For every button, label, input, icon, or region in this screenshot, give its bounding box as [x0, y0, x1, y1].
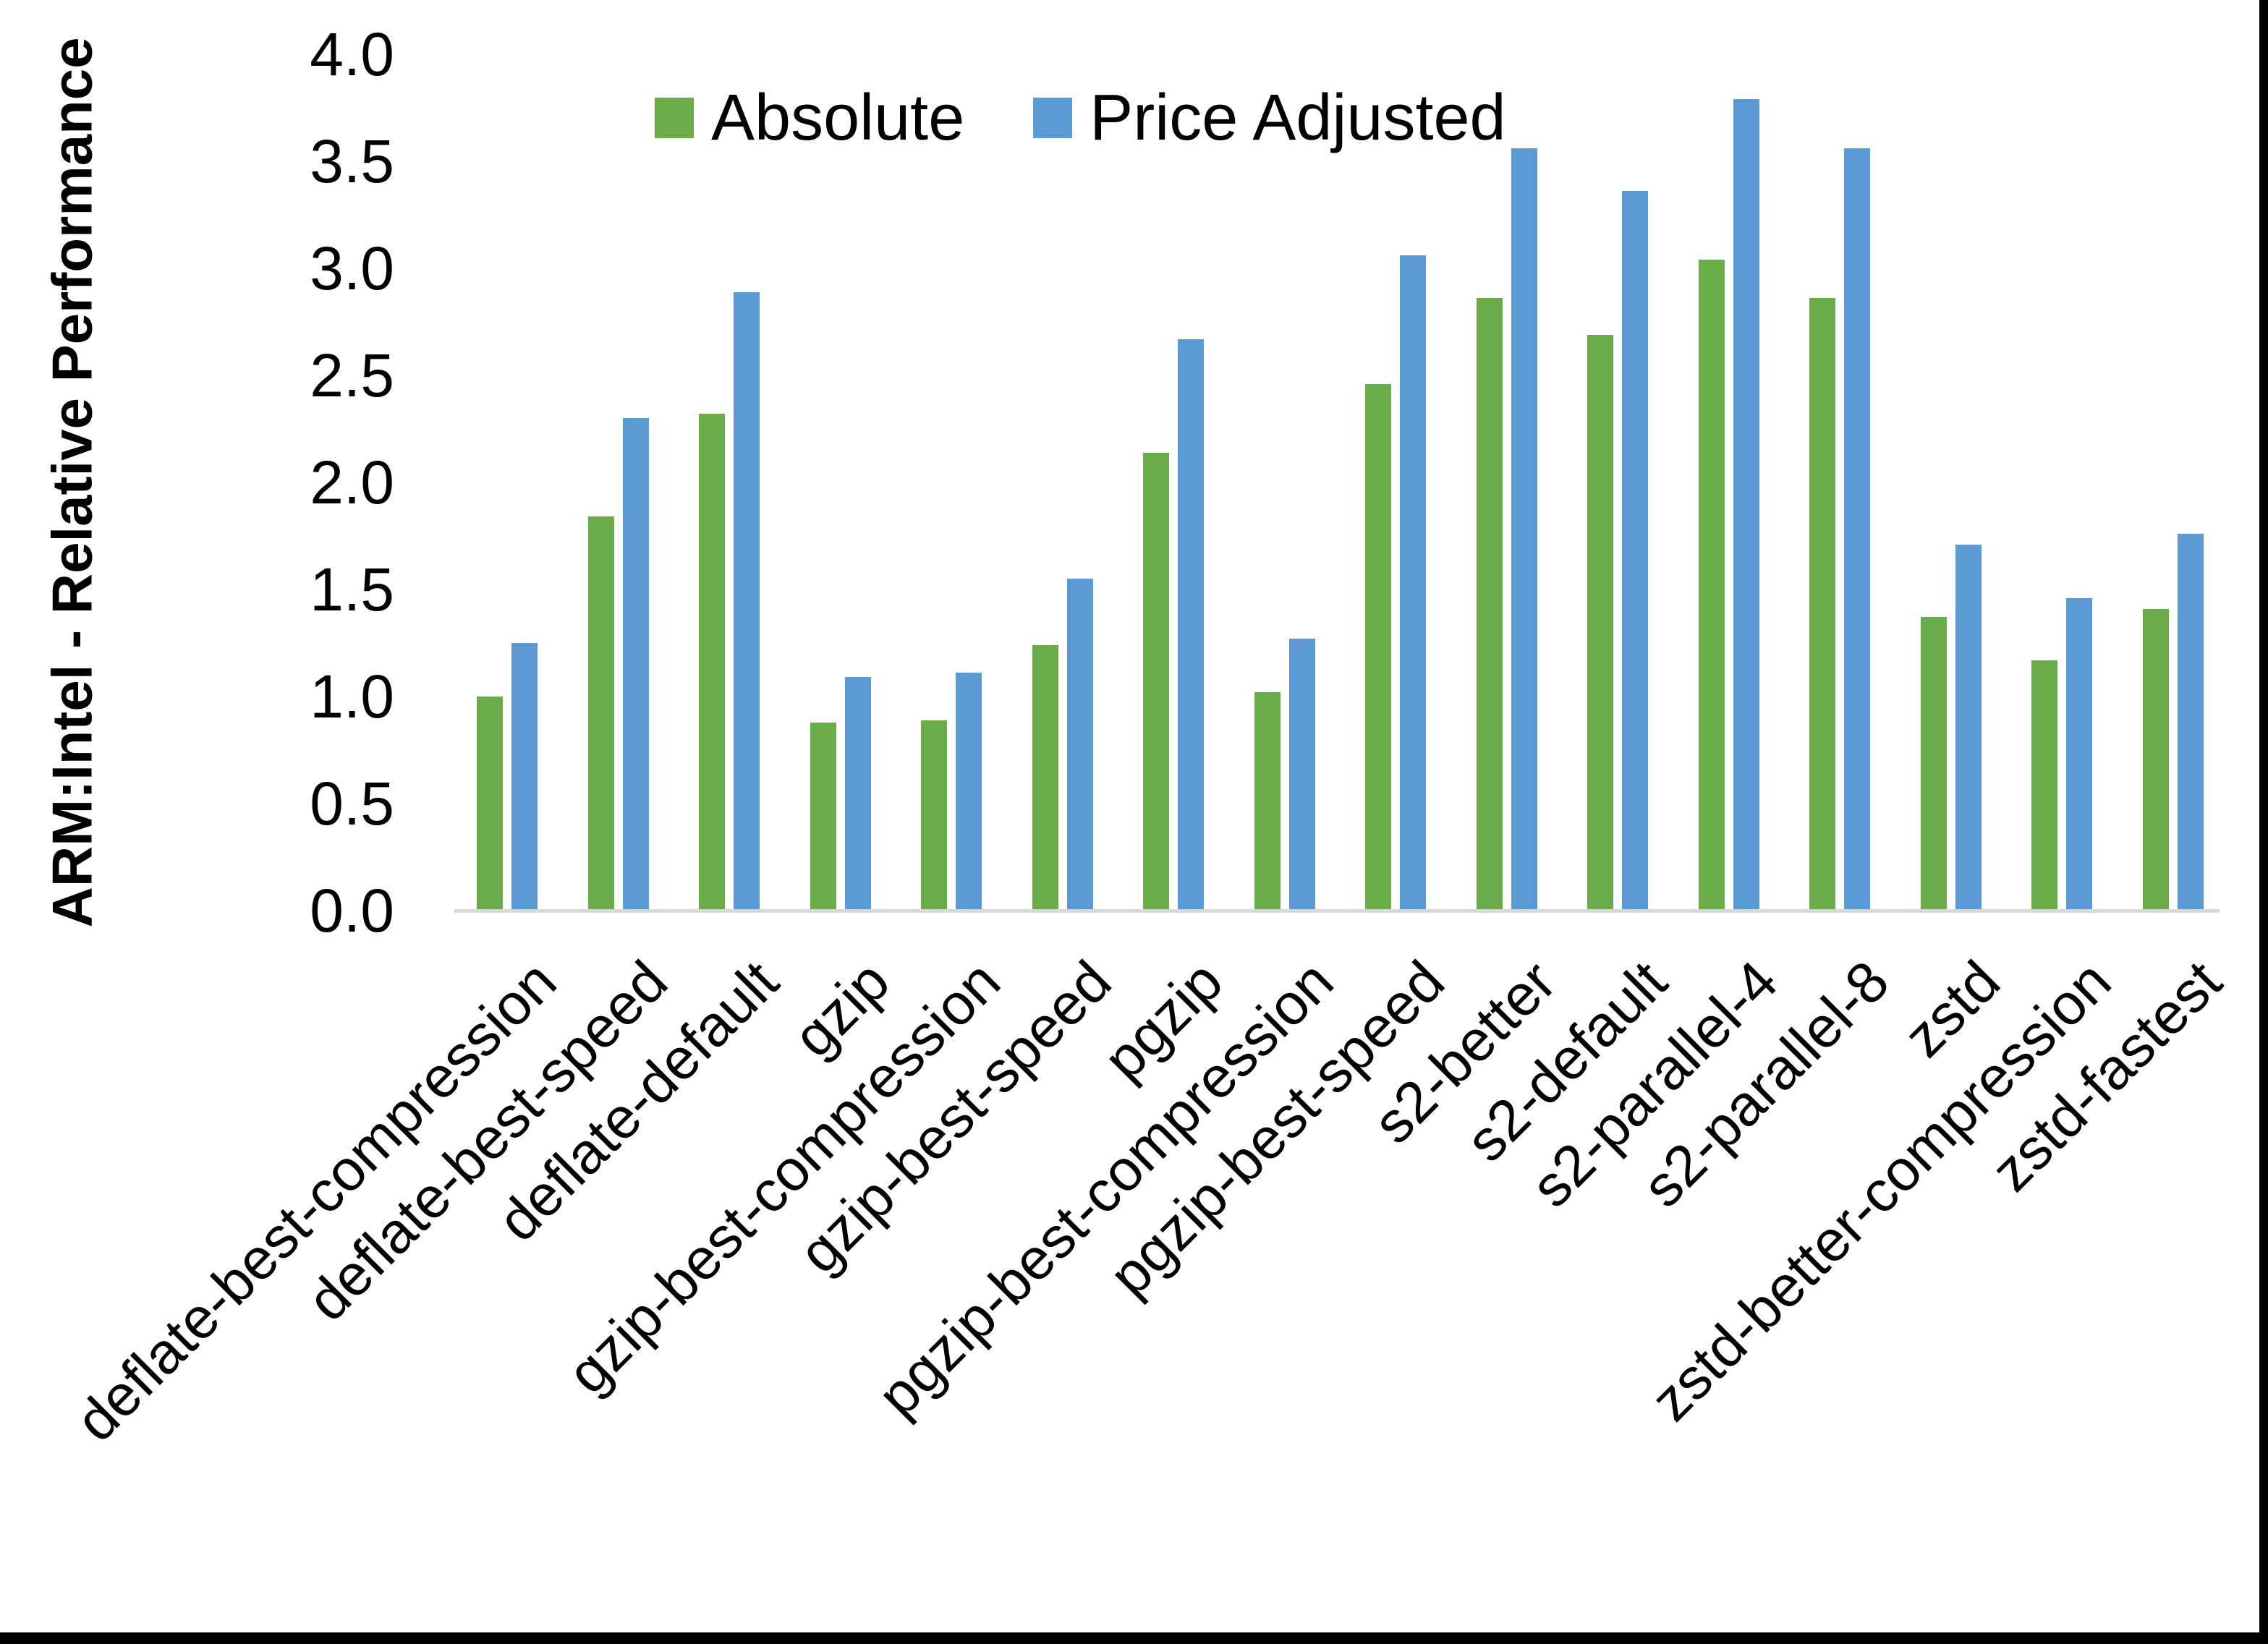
bar-deflate-best-speed-price-adjusted	[622, 418, 649, 911]
bar-gzip-best-compression-price-adjusted	[956, 673, 982, 911]
frame-border-bottom	[0, 1632, 2268, 1644]
bar-s2-better-price-adjusted	[1511, 148, 1537, 911]
y-tick-label: 2.0	[310, 448, 394, 516]
bar-s2-parallel-8-price-adjusted	[1844, 148, 1870, 911]
bar-zstd-fastest-price-adjusted	[2177, 534, 2204, 911]
frame-border-right	[2259, 0, 2268, 1644]
bar-zstd-fastest-absolute	[2142, 609, 2169, 911]
bar-gzip-best-compression-absolute	[921, 720, 947, 911]
y-tick-label: 0.0	[310, 877, 394, 945]
legend-swatch-icon	[655, 98, 694, 138]
y-tick-label: 1.5	[310, 555, 394, 623]
legend-swatch-icon	[1033, 98, 1073, 138]
legend-label: Price Adjusted	[1090, 82, 1506, 154]
y-tick-label: 1.0	[310, 663, 394, 731]
bar-gzip-best-speed-price-adjusted	[1066, 579, 1093, 911]
bar-pgzip-price-adjusted	[1178, 339, 1204, 911]
bar-pgzip-best-speed-price-adjusted	[1400, 255, 1426, 911]
y-tick-label: 0.5	[310, 770, 394, 838]
bar-zstd-better-compression-absolute	[2031, 660, 2057, 911]
bar-gzip-absolute	[810, 723, 836, 911]
bar-zstd-better-compression-price-adjusted	[2066, 598, 2092, 911]
bar-deflate-best-compression-price-adjusted	[511, 643, 538, 911]
bar-s2-default-absolute	[1587, 335, 1613, 911]
y-tick-label: 3.0	[310, 234, 394, 302]
bar-deflate-default-price-adjusted	[734, 292, 760, 911]
bar-gzip-price-adjusted	[844, 677, 871, 911]
bar-s2-parallel-4-absolute	[1698, 260, 1725, 911]
y-tick-label: 2.5	[310, 341, 394, 409]
bar-s2-parallel-8-absolute	[1809, 298, 1835, 911]
bar-deflate-default-absolute	[699, 414, 725, 911]
bar-s2-parallel-4-price-adjusted	[1733, 99, 1759, 911]
bar-pgzip-best-compression-price-adjusted	[1288, 639, 1315, 911]
bar-gzip-best-speed-absolute	[1032, 645, 1058, 911]
legend-item-absolute: Absolute	[655, 85, 964, 150]
y-axis-title: ARM:Intel - Relative Performance	[40, 37, 104, 928]
bar-s2-default-price-adjusted	[1622, 191, 1648, 911]
bar-pgzip-best-compression-absolute	[1254, 692, 1280, 911]
bar-deflate-best-compression-absolute	[477, 697, 503, 911]
legend: Absolute Price Adjusted	[655, 85, 1506, 150]
bar-deflate-best-speed-absolute	[587, 516, 614, 911]
y-tick-label: 3.5	[310, 127, 394, 195]
bar-pgzip-absolute	[1143, 453, 1169, 911]
legend-label: Absolute	[711, 82, 965, 154]
x-axis-line	[454, 909, 2220, 913]
bar-zstd-absolute	[1920, 617, 1947, 911]
y-tick-label: 4.0	[310, 20, 394, 88]
bar-zstd-price-adjusted	[1955, 545, 1982, 911]
bar-s2-better-absolute	[1476, 298, 1503, 911]
legend-item-price-adjusted: Price Adjusted	[1033, 82, 1506, 154]
bar-pgzip-best-speed-absolute	[1365, 384, 1391, 911]
